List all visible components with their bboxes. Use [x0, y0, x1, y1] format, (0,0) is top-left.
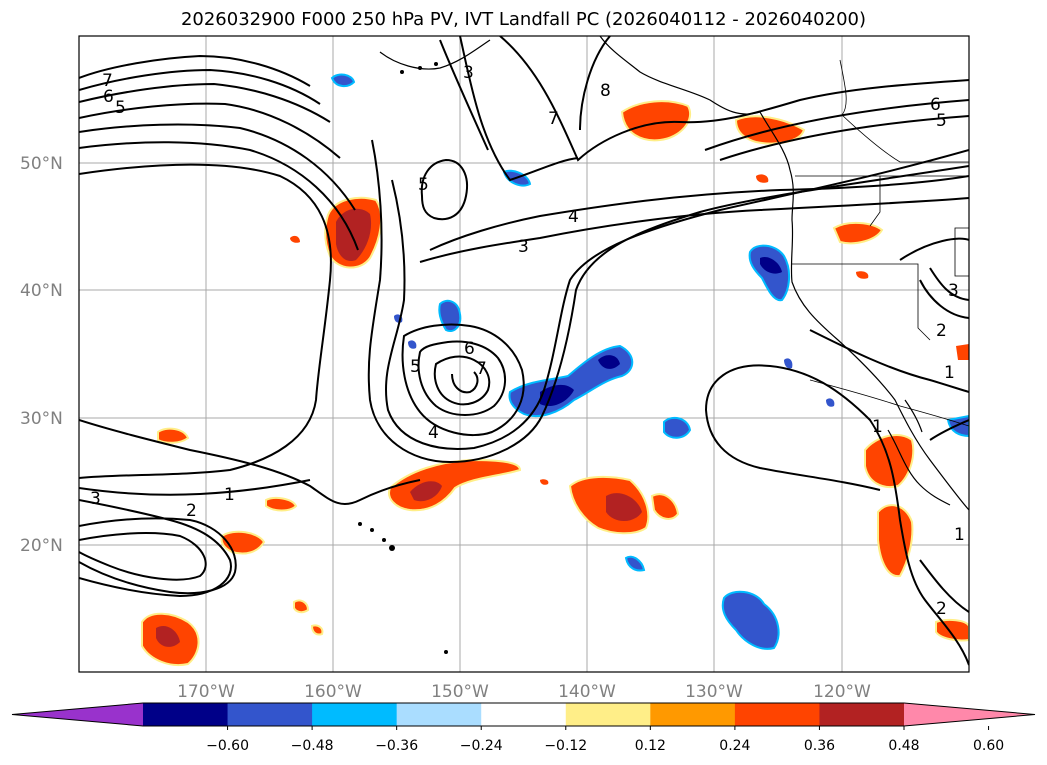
coastlines — [379, 36, 969, 511]
negative-shading — [330, 73, 969, 650]
contour-label-2a: 2 — [186, 501, 197, 521]
islands — [358, 62, 448, 654]
colorbar-tick-label: 0.36 — [804, 738, 835, 754]
colorbar-bin — [396, 703, 482, 726]
contour-label-1c: 1 — [872, 417, 883, 437]
lon-label-130w: 130°W — [685, 682, 743, 702]
colorbar-tick-label: −0.24 — [460, 738, 503, 754]
map-frame — [78, 35, 970, 673]
colorbar-tick-label: 0.48 — [888, 738, 919, 754]
contour-label-6a: 6 — [103, 87, 114, 107]
contour-label-7a: 7 — [102, 71, 113, 91]
contour-label-3d: 3 — [948, 281, 959, 301]
colorbar-bin — [650, 703, 736, 726]
colorbar-tick-label: −0.48 — [291, 738, 334, 754]
gridlines — [79, 36, 969, 672]
lon-label-170w: 170°W — [177, 682, 235, 702]
colorbar-tick-label: −0.60 — [206, 738, 249, 754]
lat-label-30n: 30°N — [20, 409, 63, 429]
contour-label-3c: 3 — [90, 489, 101, 509]
colorbar-tick-label: 0.12 — [635, 738, 666, 754]
contour-label-5d: 5 — [410, 357, 421, 377]
map-title: 2026032900 F000 250 hPa PV, IVT Landfall… — [180, 9, 867, 30]
contour-label-7c: 7 — [476, 359, 487, 379]
contour-label-6b: 6 — [930, 95, 941, 115]
colorbar-bin — [227, 703, 313, 726]
colorbar-tick-label: 0.60 — [973, 738, 1004, 754]
colorbar-extend-high — [904, 703, 1035, 726]
colorbar-tick-label: 0.24 — [719, 738, 750, 754]
colorbar-tick-label: −0.12 — [544, 738, 587, 754]
colorbar-bin — [734, 703, 820, 726]
contour-label-6c: 6 — [464, 339, 475, 359]
lon-label-140w: 140°W — [558, 682, 616, 702]
contour-label-5b: 5 — [418, 175, 429, 195]
latitude-labels: 50°N 40°N 30°N 20°N — [20, 154, 63, 556]
contour-label-1d: 1 — [954, 525, 965, 545]
lat-label-50n: 50°N — [20, 154, 63, 174]
contour-label-2b: 2 — [936, 321, 947, 341]
colorbar-bin — [565, 703, 651, 726]
lon-label-150w: 150°W — [431, 682, 489, 702]
colorbar-bin — [819, 703, 905, 726]
contour-label-1a: 1 — [224, 485, 235, 505]
lon-label-160w: 160°W — [304, 682, 362, 702]
colorbar-bin — [312, 703, 398, 726]
contour-label-4a: 4 — [568, 207, 579, 227]
contour-label-3a: 3 — [463, 63, 474, 83]
contour-label-1b: 1 — [944, 363, 955, 383]
longitude-labels: 170°W 160°W 150°W 140°W 130°W 120°W — [177, 682, 871, 702]
colorbar-bin — [143, 703, 229, 726]
colorbar-outline — [11, 702, 1036, 727]
colorbar: −0.60 −0.48 −0.36 −0.24 −0.12 0.12 0.24 0.36 0.4… — [11, 702, 1036, 754]
contour-label-4b: 4 — [428, 423, 439, 443]
colorbar-bin — [481, 703, 567, 726]
contour-label-3b: 3 — [518, 237, 529, 257]
map-background — [79, 36, 969, 672]
lon-label-120w: 120°W — [813, 682, 871, 702]
contour-labels: 7 6 5 3 8 7 5 6 5 4 3 6 5 7 4 1 2 3 2 3 … — [90, 63, 965, 619]
colorbar-extend-low — [12, 703, 143, 726]
contour-label-5a: 5 — [115, 98, 126, 118]
pv-contours — [79, 36, 969, 666]
lat-label-20n: 20°N — [20, 536, 63, 556]
contour-label-8: 8 — [600, 81, 611, 101]
contour-label-2c: 2 — [936, 599, 947, 619]
contour-label-7b: 7 — [548, 109, 559, 129]
lat-label-40n: 40°N — [20, 281, 63, 301]
contour-label-5c: 5 — [936, 111, 947, 131]
colorbar-tick-label: −0.36 — [375, 738, 418, 754]
